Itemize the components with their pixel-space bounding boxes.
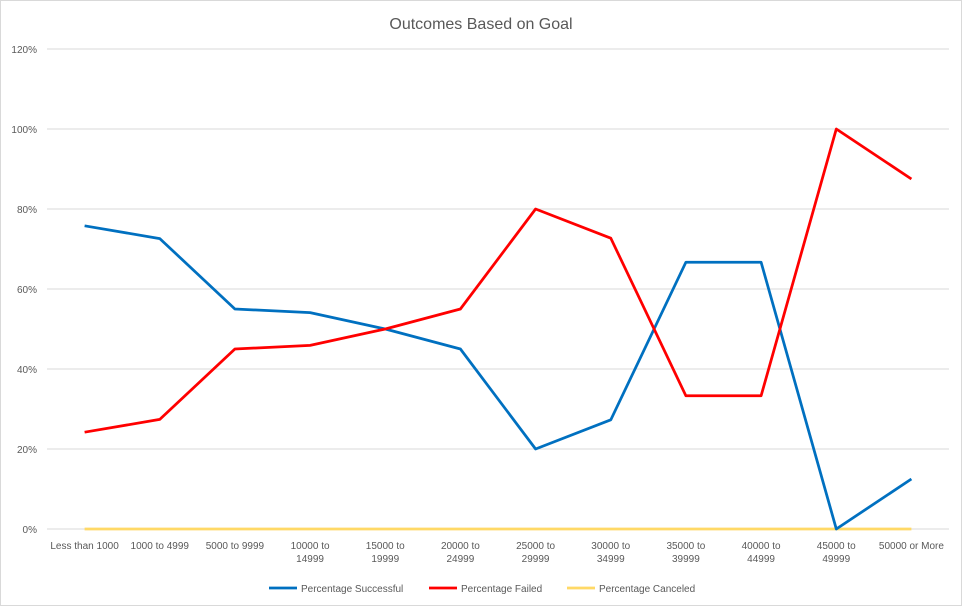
x-tick-label: 19999 (371, 554, 399, 565)
chart-title: Outcomes Based on Goal (389, 16, 572, 33)
series-line-percentage-successful (84, 224, 913, 531)
y-tick-label: 20% (17, 445, 37, 456)
x-tick-label: 5000 to 9999 (206, 541, 265, 552)
y-tick-label: 40% (17, 365, 37, 376)
x-tick-label: Less than 1000 (50, 541, 119, 552)
gridlines (47, 48, 949, 530)
x-tick-label: 10000 to (291, 541, 330, 552)
y-tick-label: 100% (11, 125, 37, 136)
y-tick-label: 0% (23, 525, 38, 536)
legend-label: Percentage Failed (461, 584, 542, 595)
x-tick-label: 20000 to (441, 541, 480, 552)
y-tick-label: 60% (17, 285, 37, 296)
x-tick-label: 44999 (747, 554, 775, 565)
x-tick-label: 29999 (522, 554, 550, 565)
legend-label: Percentage Successful (301, 584, 403, 595)
x-tick-label: 39999 (672, 554, 700, 565)
x-tick-label: 50000 or More (879, 541, 944, 552)
x-tick-label: 34999 (597, 554, 625, 565)
series-line-percentage-failed (84, 127, 913, 434)
x-tick-label: 24999 (447, 554, 475, 565)
x-tick-label: 25000 to (516, 541, 555, 552)
x-tick-label: 45000 to (817, 541, 856, 552)
x-tick-label: 15000 to (366, 541, 405, 552)
y-tick-label: 120% (11, 45, 37, 56)
legend: Percentage Successful Percentage Failed Pe… (269, 584, 695, 595)
x-tick-label: 49999 (822, 554, 850, 565)
y-tick-label: 80% (17, 205, 37, 216)
series-lines (84, 127, 913, 531)
x-tick-label: 40000 to (742, 541, 781, 552)
x-tick-label: 1000 to 4999 (131, 541, 190, 552)
x-tick-label: 30000 to (591, 541, 630, 552)
x-tick-label: 35000 to (666, 541, 705, 552)
x-axis-ticks: Less than 1000 1000 to 4999 5000 to 9999 10… (50, 541, 944, 565)
legend-label: Percentage Canceled (599, 584, 695, 595)
x-tick-label: 14999 (296, 554, 324, 565)
y-axis-ticks: 0% 20% 40% 60% 80% 100% 120% (11, 45, 37, 536)
